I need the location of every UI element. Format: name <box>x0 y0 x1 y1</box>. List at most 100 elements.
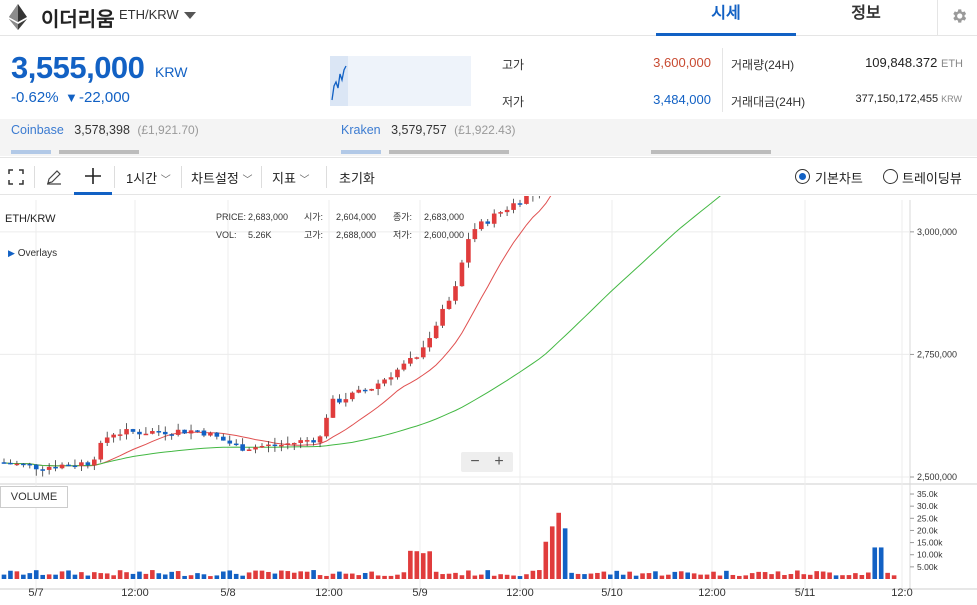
volume-bar <box>524 574 529 579</box>
volume-bar <box>8 570 13 579</box>
tab-quote[interactable]: 시세 <box>656 0 796 36</box>
volume-bar <box>537 570 542 579</box>
volume-bar <box>33 570 39 579</box>
candle-body <box>453 286 458 301</box>
volume-bar <box>543 541 549 579</box>
volume-bar <box>556 512 561 579</box>
coin-pair: ETH/KRW <box>119 7 179 22</box>
volume-bar <box>240 575 245 579</box>
volume-bar <box>582 574 587 579</box>
candle-body <box>72 465 78 468</box>
info-low-label: 저가: <box>393 230 412 240</box>
price-chart[interactable]: 2,500,0002,750,0003,000,0003,250,0003,50… <box>0 196 977 605</box>
volume-bar <box>749 573 755 579</box>
volume-bar <box>575 573 581 579</box>
zoom-out-button[interactable]: − <box>470 453 480 470</box>
candle-body <box>162 431 168 435</box>
candle-body <box>46 466 52 470</box>
reset-button[interactable]: 초기화 <box>339 171 375 186</box>
price-axis-label: 2,500,000 <box>917 472 957 482</box>
candle-body <box>27 463 33 466</box>
volume-series <box>1 512 897 579</box>
candle-body <box>1 462 7 464</box>
header-bar: 이더리움 ETH/KRW 시세 정보 <box>0 0 977 36</box>
zoom-in-button[interactable]: + <box>494 453 504 470</box>
volume-bar <box>724 570 729 579</box>
volume-bar <box>143 573 149 579</box>
candle-body <box>420 347 426 358</box>
candle-body <box>8 462 13 465</box>
indicators-select[interactable]: 지표 ﹀ <box>272 168 310 187</box>
candle-body <box>188 430 194 434</box>
info-price-label: PRICE: <box>216 212 246 222</box>
time-axis-label: 5/9 <box>412 587 427 599</box>
volume-bar <box>511 575 516 579</box>
candle-body <box>350 392 355 400</box>
chevron-down-icon: ﹀ <box>160 175 171 186</box>
volume-bar <box>717 575 723 579</box>
volume-bar <box>92 572 97 579</box>
volume-bar <box>530 570 536 579</box>
volume-bar <box>782 575 787 579</box>
volume-bar <box>162 574 168 579</box>
volume-axis-label: 10.00k <box>917 550 943 560</box>
volume-bar <box>595 572 600 579</box>
volume-axis-label: 35.0k <box>917 489 939 499</box>
settings-button[interactable] <box>937 0 977 36</box>
candle-body <box>511 203 516 210</box>
volume-bar <box>801 574 807 579</box>
chevron-down-icon[interactable] <box>183 10 197 20</box>
candle-body <box>156 431 162 433</box>
exchange-item-kraken[interactable]: Kraken 3,579,757 (£1,922.43) <box>341 121 516 139</box>
volume-bar <box>737 575 742 579</box>
exchange-usd: (£1,922.43) <box>454 123 516 137</box>
exchange-item-coinbase[interactable]: Coinbase 3,578,398 (£1,921.70) <box>11 121 199 139</box>
candle-body <box>98 442 104 460</box>
pencil-icon[interactable] <box>45 168 63 186</box>
volume-bar <box>279 570 284 579</box>
volume-bar <box>330 573 336 579</box>
candle-body <box>92 459 97 466</box>
candle-body <box>117 434 123 436</box>
coin-name: 이더리움 <box>41 9 115 31</box>
overlays-toggle[interactable]: ▶ Overlays <box>8 248 57 259</box>
tradingview-radio[interactable] <box>883 169 898 184</box>
toolbar-divider <box>114 166 115 188</box>
volume-bar <box>311 570 316 579</box>
volume-bar <box>337 571 342 579</box>
time-axis-label: 12:0 <box>891 587 912 599</box>
candle-body <box>40 469 45 471</box>
volume-bar <box>395 574 400 579</box>
indicators-label: 지표 <box>272 171 296 186</box>
volume-bar <box>169 571 174 579</box>
volume-bar <box>130 573 136 579</box>
amount-24h-unit: KRW <box>941 94 962 104</box>
candle-body <box>330 398 336 418</box>
volume-bar <box>504 574 510 579</box>
volume-bar <box>408 550 413 579</box>
candle-body <box>485 221 491 224</box>
tab-info[interactable]: 정보 <box>851 5 881 22</box>
price-axis-label: 2,750,000 <box>917 349 957 359</box>
candle-body <box>317 436 323 443</box>
candle-body <box>53 466 58 469</box>
volume-bar <box>472 575 478 579</box>
crosshair-button[interactable] <box>74 158 112 195</box>
interval-select[interactable]: 1시간 ﹀ <box>126 168 171 187</box>
candle-body <box>324 417 329 437</box>
chart-settings-select[interactable]: 차트설정 ﹀ <box>191 168 252 187</box>
current-price: 3,555,000 <box>11 50 145 85</box>
candle-body <box>33 464 39 470</box>
volume-panel-label: VOLUME <box>0 486 68 508</box>
volume-bar <box>885 572 890 579</box>
exchange-ticker: Coinbase 3,578,398 (£1,921.70) Kraken 3,… <box>0 119 977 156</box>
volume-bar <box>414 551 420 579</box>
volume-bar <box>208 576 213 579</box>
volume-bar <box>646 573 652 579</box>
volume-bar <box>711 571 716 579</box>
basic-chart-radio[interactable] <box>795 169 810 184</box>
volume-bar <box>659 575 665 579</box>
fullscreen-icon[interactable] <box>8 169 24 185</box>
volume-bar <box>627 571 632 579</box>
